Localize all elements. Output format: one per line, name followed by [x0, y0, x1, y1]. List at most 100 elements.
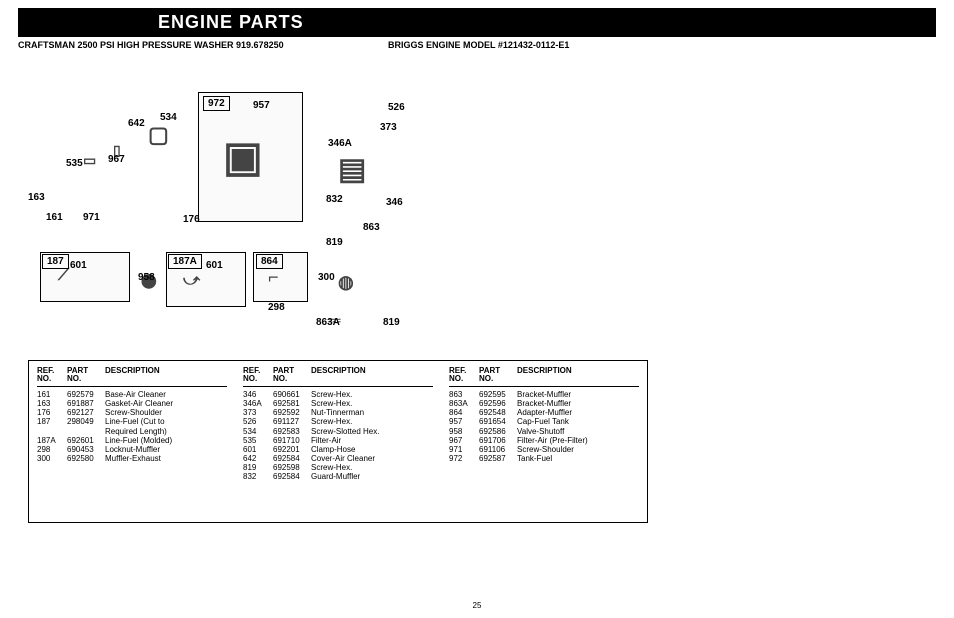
cell-part: 692586: [479, 427, 517, 436]
cell-ref: 300: [37, 454, 67, 463]
cell-desc: Adapter-Muffler: [517, 408, 639, 417]
table-row: 967691706Filter-Air (Pre-Filter): [449, 436, 639, 445]
table-row: 373692592Nut-Tinnerman: [243, 408, 433, 417]
callout-373: 373: [380, 122, 397, 133]
cell-part: 692587: [479, 454, 517, 463]
hdr-ref: REF. NO.: [449, 367, 479, 384]
cell-ref: 535: [243, 436, 273, 445]
cell-desc: Screw-Hex.: [311, 417, 433, 426]
table-row: 971691106Screw-Shoulder: [449, 445, 639, 454]
callout-161: 161: [46, 212, 63, 223]
table-row: 535691710Filter-Air: [243, 436, 433, 445]
cell-ref: 972: [449, 454, 479, 463]
cell-part: 691887: [67, 399, 105, 408]
callout-346: 346: [386, 197, 403, 208]
cell-part: 692598: [273, 463, 311, 472]
table-row: 642692584Cover-Air Cleaner: [243, 454, 433, 463]
cell-desc: Valve-Shutoff: [517, 427, 639, 436]
engine-model-label: BRIGGS ENGINE MODEL #121432-0112-E1: [388, 40, 569, 50]
callout-971: 971: [83, 212, 100, 223]
cell-part: 692596: [479, 399, 517, 408]
table-row: 601692201Clamp-Hose: [243, 445, 433, 454]
hdr-desc: DESCRIPTION: [311, 367, 433, 384]
cell-desc: Screw-Shoulder: [105, 408, 227, 417]
cell-part: 692584: [273, 454, 311, 463]
cell-part: 692127: [67, 408, 105, 417]
cell-desc: Guard-Muffler: [311, 472, 433, 481]
table-row: 526691127Screw-Hex.: [243, 417, 433, 426]
callout-972: 972: [203, 96, 230, 111]
cell-ref: 373: [243, 408, 273, 417]
table-row: 958692586Valve-Shutoff: [449, 427, 639, 436]
cell-ref: 534: [243, 427, 273, 436]
subtitle-row: CRAFTSMAN 2500 PSI HIGH PRESSURE WASHER …: [18, 40, 936, 50]
cell-part: 692583: [273, 427, 311, 436]
cell-ref: 967: [449, 436, 479, 445]
cell-part: 692584: [273, 472, 311, 481]
cell-part: 692592: [273, 408, 311, 417]
cell-part: 692548: [479, 408, 517, 417]
table-row: 346A692581Screw-Hex.: [243, 399, 433, 408]
col-header: REF. NO. PART NO. DESCRIPTION: [37, 367, 227, 387]
cell-desc: Gasket-Air Cleaner: [105, 399, 227, 408]
cell-ref: 863A: [449, 399, 479, 408]
cell-desc: Base-Air Cleaner: [105, 390, 227, 399]
air-cleaner-shape: ▭: [83, 152, 96, 169]
callout-300: 300: [318, 272, 335, 283]
cell-ref: 526: [243, 417, 273, 426]
cell-desc: Bracket-Muffler: [517, 390, 639, 399]
callout-642: 642: [128, 118, 145, 129]
hdr-ref: REF. NO.: [243, 367, 273, 384]
cell-desc: Line-Fuel (Molded): [105, 436, 227, 445]
callout-863: 863: [363, 222, 380, 233]
cell-desc: Cover-Air Cleaner: [311, 454, 433, 463]
table-row: 163691887Gasket-Air Cleaner: [37, 399, 227, 408]
table-row: 187A692601Line-Fuel (Molded): [37, 436, 227, 445]
table-row: Required Length): [37, 427, 227, 436]
callout-163: 163: [28, 192, 45, 203]
callout-819-top: 819: [326, 237, 343, 248]
parts-table: REF. NO. PART NO. DESCRIPTION 161692579B…: [28, 360, 648, 523]
hose-shape-2: ⤻: [183, 272, 200, 290]
hdr-part: PART NO.: [273, 367, 311, 384]
cell-desc: Filter-Air (Pre-Filter): [517, 436, 639, 445]
cell-ref: 957: [449, 417, 479, 426]
cell-ref: 863: [449, 390, 479, 399]
cell-ref: 958: [449, 427, 479, 436]
hdr-desc: DESCRIPTION: [105, 367, 227, 384]
cell-part: 692601: [67, 436, 105, 445]
cell-desc: Screw-Hex.: [311, 390, 433, 399]
cell-ref: 832: [243, 472, 273, 481]
callout-176: 176: [183, 214, 200, 225]
cell-part: 298049: [67, 417, 105, 426]
cell-desc: Clamp-Hose: [311, 445, 433, 454]
page-number: 25: [473, 601, 482, 610]
cell-part: 692581: [273, 399, 311, 408]
table-row: 957691654Cap-Fuel Tank: [449, 417, 639, 426]
table-row: 534692583Screw-Slotted Hex.: [243, 427, 433, 436]
table-row: 346690661Screw-Hex.: [243, 390, 433, 399]
cell-desc: Nut-Tinnerman: [311, 408, 433, 417]
table-row: 819692598Screw-Hex.: [243, 463, 433, 472]
col3-rows: 863692595Bracket-Muffler863A692596Bracke…: [449, 390, 639, 464]
cell-ref: 346: [243, 390, 273, 399]
cell-ref: 163: [37, 399, 67, 408]
cell-part: 690453: [67, 445, 105, 454]
cell-desc: Muffler-Exhaust: [105, 454, 227, 463]
table-row: 972692587Tank-Fuel: [449, 454, 639, 463]
cell-ref: 176: [37, 408, 67, 417]
callout-832: 832: [326, 194, 343, 205]
cell-ref: [37, 427, 67, 436]
product-label: CRAFTSMAN 2500 PSI HIGH PRESSURE WASHER …: [18, 40, 388, 50]
cell-part: 692595: [479, 390, 517, 399]
guard-shape: ▤: [338, 152, 366, 187]
table-row: 161692579Base-Air Cleaner: [37, 390, 227, 399]
cell-desc: Required Length): [105, 427, 227, 436]
title-bar: ENGINE PARTS: [18, 8, 936, 37]
col-header: REF. NO. PART NO. DESCRIPTION: [449, 367, 639, 387]
hdr-part: PART NO.: [479, 367, 517, 384]
hdr-part: PART NO.: [67, 367, 105, 384]
cell-desc: Screw-Hex.: [311, 463, 433, 472]
callout-958: 958: [138, 272, 155, 283]
hose-shape-1: ⟋: [58, 267, 69, 285]
